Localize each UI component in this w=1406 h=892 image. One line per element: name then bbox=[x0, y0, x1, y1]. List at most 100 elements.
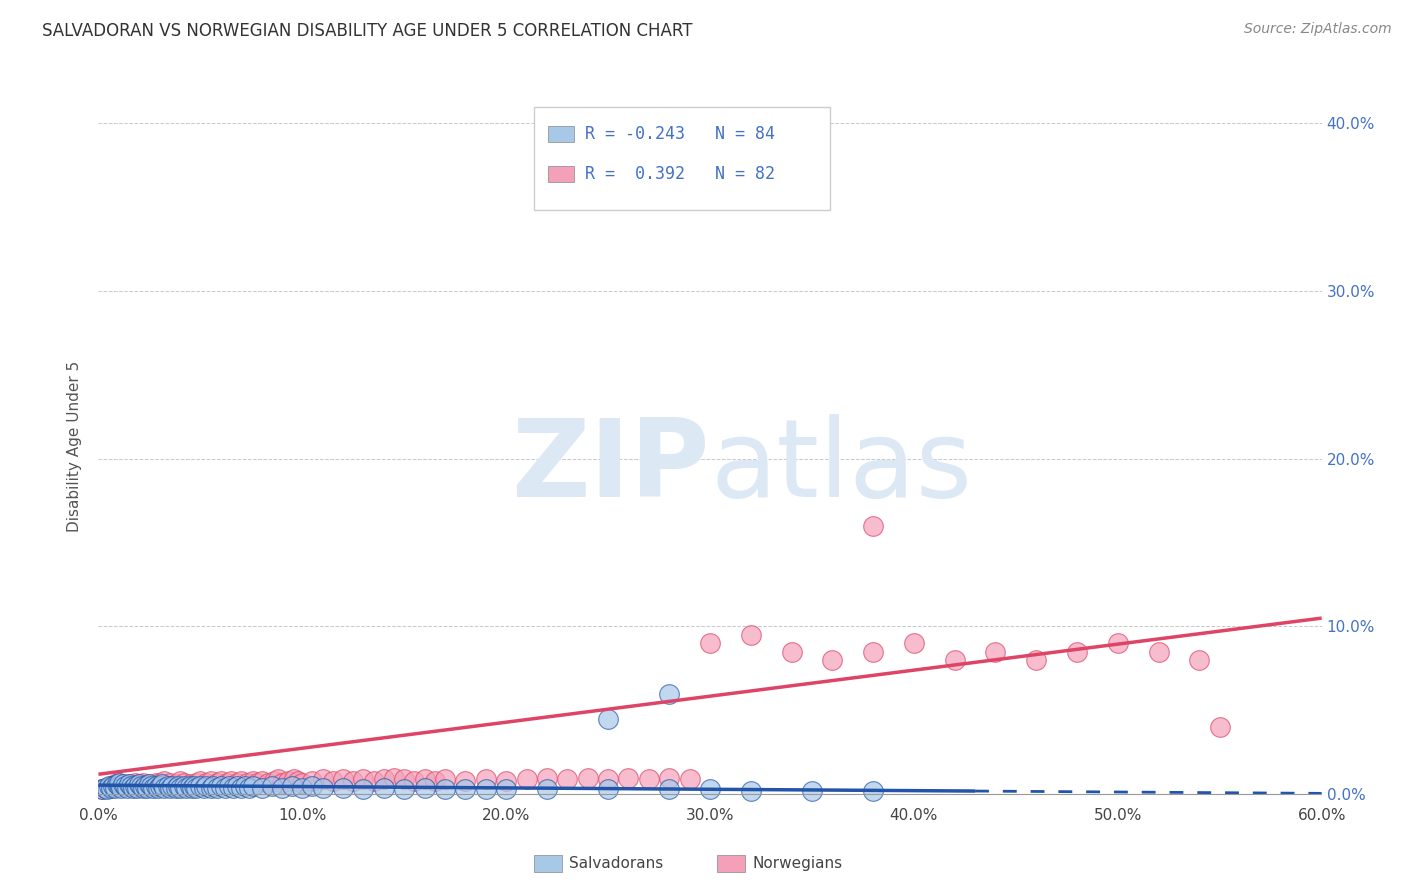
Point bbox=[195, 775, 218, 789]
Point bbox=[576, 771, 599, 785]
Point bbox=[454, 782, 477, 797]
Point bbox=[740, 628, 762, 642]
Point bbox=[679, 772, 702, 787]
Point bbox=[104, 777, 127, 791]
Point bbox=[118, 777, 141, 791]
Point bbox=[149, 775, 172, 789]
Point bbox=[138, 777, 160, 791]
Point bbox=[193, 780, 215, 795]
Point bbox=[536, 782, 558, 797]
Point bbox=[638, 772, 661, 787]
Point bbox=[226, 775, 249, 789]
Point bbox=[97, 779, 120, 793]
Point bbox=[598, 712, 620, 726]
Point bbox=[740, 784, 762, 798]
Point bbox=[218, 779, 240, 793]
Point bbox=[165, 777, 187, 791]
Text: Source: ZipAtlas.com: Source: ZipAtlas.com bbox=[1244, 22, 1392, 37]
Point bbox=[474, 782, 498, 797]
Point bbox=[132, 775, 155, 789]
Point bbox=[128, 777, 150, 791]
Point bbox=[984, 645, 1007, 659]
Point bbox=[1147, 645, 1170, 659]
Point bbox=[159, 780, 181, 795]
Point bbox=[111, 777, 134, 791]
Point bbox=[943, 653, 966, 667]
Point bbox=[454, 774, 477, 789]
Point bbox=[115, 780, 138, 795]
Point bbox=[699, 636, 721, 650]
Point bbox=[173, 779, 195, 793]
Point bbox=[169, 774, 191, 789]
Point bbox=[96, 780, 118, 795]
Point bbox=[186, 780, 208, 795]
Y-axis label: Disability Age Under 5: Disability Age Under 5 bbox=[67, 360, 83, 532]
Point bbox=[205, 780, 228, 795]
Text: atlas: atlas bbox=[710, 415, 972, 520]
Point bbox=[332, 780, 354, 795]
Point bbox=[91, 782, 114, 797]
Point bbox=[392, 772, 416, 787]
Point bbox=[181, 780, 204, 795]
Point bbox=[392, 782, 416, 797]
Point bbox=[174, 780, 197, 795]
Point bbox=[156, 779, 179, 793]
Point bbox=[120, 779, 142, 793]
Point bbox=[233, 779, 256, 793]
Point bbox=[200, 780, 222, 795]
Point bbox=[91, 782, 114, 797]
Point bbox=[263, 774, 285, 789]
Point bbox=[136, 780, 159, 795]
Point bbox=[179, 779, 201, 793]
Point bbox=[96, 782, 118, 797]
Point bbox=[277, 774, 299, 789]
Point bbox=[159, 775, 181, 789]
Point bbox=[209, 774, 232, 789]
Point bbox=[363, 774, 385, 789]
Point bbox=[267, 772, 290, 787]
Point bbox=[183, 779, 205, 793]
Text: Norwegians: Norwegians bbox=[752, 856, 842, 871]
Point bbox=[373, 780, 395, 795]
Point bbox=[413, 772, 436, 787]
Point bbox=[862, 645, 884, 659]
Point bbox=[312, 772, 335, 787]
Point bbox=[145, 779, 167, 793]
Point bbox=[699, 782, 721, 797]
Point bbox=[495, 782, 517, 797]
Point bbox=[495, 774, 517, 789]
Point bbox=[169, 780, 191, 795]
Point bbox=[122, 780, 145, 795]
Point bbox=[404, 774, 426, 789]
Point bbox=[242, 779, 264, 793]
Point bbox=[127, 780, 149, 795]
Point bbox=[101, 779, 124, 793]
Point bbox=[821, 653, 844, 667]
Point bbox=[598, 782, 620, 797]
Point bbox=[209, 779, 232, 793]
Point bbox=[413, 780, 436, 795]
Point bbox=[242, 774, 264, 789]
Point bbox=[215, 775, 238, 789]
Point bbox=[160, 779, 183, 793]
Point bbox=[149, 779, 172, 793]
Point bbox=[658, 687, 681, 701]
Point bbox=[352, 782, 374, 797]
Text: SALVADORAN VS NORWEGIAN DISABILITY AGE UNDER 5 CORRELATION CHART: SALVADORAN VS NORWEGIAN DISABILITY AGE U… bbox=[42, 22, 693, 40]
Point bbox=[100, 779, 122, 793]
Text: ZIP: ZIP bbox=[512, 415, 710, 520]
Point bbox=[332, 772, 354, 787]
Point bbox=[1025, 653, 1047, 667]
Point bbox=[301, 774, 323, 789]
Point bbox=[1107, 636, 1129, 650]
Point bbox=[108, 775, 131, 789]
Point bbox=[1209, 720, 1232, 734]
Point bbox=[222, 780, 245, 795]
Point bbox=[283, 772, 305, 787]
Point bbox=[557, 772, 579, 787]
Point bbox=[658, 771, 681, 785]
Point bbox=[188, 779, 212, 793]
Point bbox=[104, 780, 127, 795]
Point bbox=[862, 518, 884, 533]
Point bbox=[110, 780, 132, 795]
